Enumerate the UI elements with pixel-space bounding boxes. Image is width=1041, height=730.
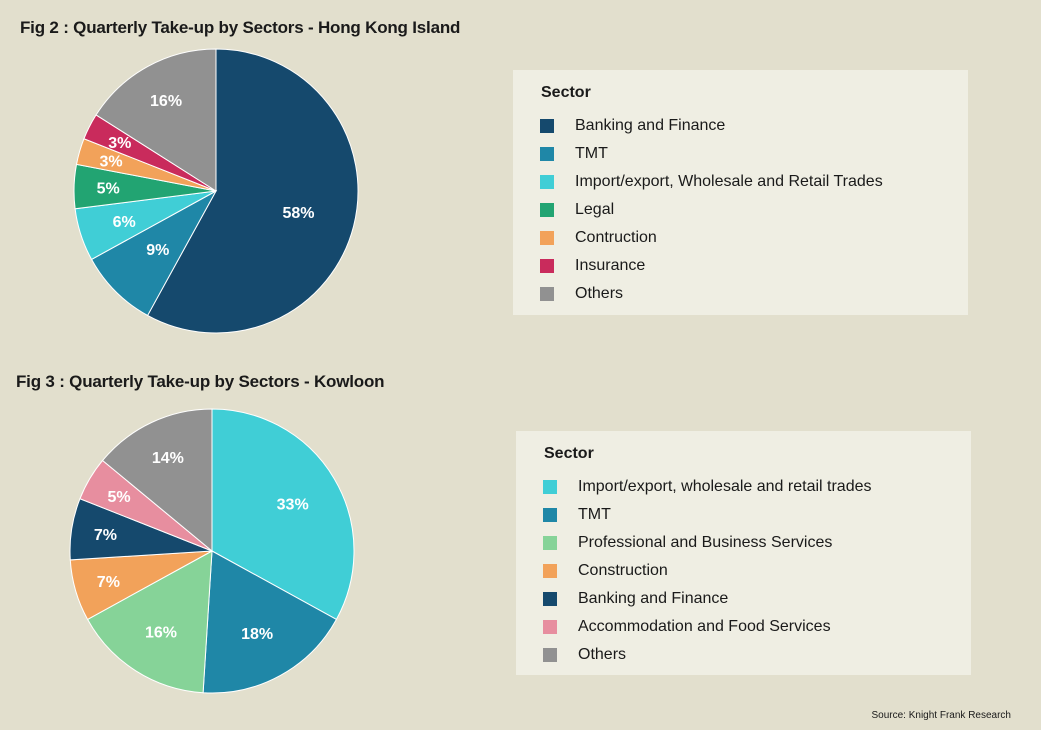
legend-swatch: [540, 175, 554, 189]
legend-label: Banking and Finance: [578, 590, 729, 607]
legend-label: Import/export, wholesale and retail trad…: [578, 478, 872, 495]
legend-swatch: [543, 648, 557, 662]
pie-slice-others: [95, 48, 217, 192]
legend-label: TMT: [575, 145, 608, 162]
legend-title: Sector: [544, 445, 594, 462]
pie-label-import-export-wholesale-and-retail-trades: 6%: [113, 214, 136, 231]
pie-label-banking-and-finance: 7%: [94, 527, 117, 544]
legend-item-tmt: TMT: [543, 501, 871, 529]
pie-slice-tmt: [90, 189, 218, 317]
legend-swatch: [543, 536, 557, 550]
legend-item-banking-and-finance: Banking and Finance: [543, 585, 871, 613]
pie-label-tmt: 18%: [241, 626, 273, 643]
pie-slice-banking-and-finance: [146, 48, 359, 334]
legend-item-import-export-wholesale-and-retail-trades: Import/export, wholesale and retail trad…: [543, 473, 871, 501]
legend-list: Banking and Finance TMT Import/export, Who…: [540, 112, 883, 308]
pie-label-others: 14%: [152, 450, 184, 467]
pie-label-construction: 7%: [97, 574, 120, 591]
legend-item-banking-and-finance: Banking and Finance: [540, 112, 883, 140]
pie-label-banking-and-finance: 58%: [283, 205, 315, 222]
legend-label: TMT: [578, 506, 611, 523]
legend-swatch: [540, 259, 554, 273]
legend-label: Legal: [575, 201, 615, 218]
legend-label: Others: [575, 285, 624, 302]
pie-label-import-export-wholesale-and-retail-trades: 33%: [277, 496, 309, 513]
legend-item-import-export-wholesale-and-retail-trades: Import/export, Wholesale and Retail Trad…: [540, 168, 883, 196]
pie-chart-kowloon: 33% 18% 16% 7% 7% 5% 14%: [69, 408, 355, 694]
pie-slice-professional-and-business-services: [86, 550, 213, 694]
pie-slice-import-export-wholesale-and-retail-trades: [211, 408, 355, 621]
legend-item-tmt: TMT: [540, 140, 883, 168]
legend-label: Accommodation and Food Services: [578, 618, 831, 635]
fig3-title: Fig 3 : Quarterly Take-up by Sectors - K…: [16, 372, 385, 391]
legend-item-insurance: Insurance: [540, 252, 883, 280]
pie-label-accommodation-and-food-services: 5%: [108, 489, 131, 506]
legend-swatch: [540, 147, 554, 161]
legend-swatch: [540, 119, 554, 133]
legend-label: Import/export, Wholesale and Retail Trad…: [575, 173, 883, 190]
legend-label: Construction: [578, 562, 668, 579]
legend-swatch: [543, 592, 557, 606]
legend-kowloon: Sector Import/export, wholesale and reta…: [516, 431, 971, 675]
legend-item-contruction: Contruction: [540, 224, 883, 252]
pie-label-contruction: 3%: [99, 153, 122, 170]
legend-swatch: [543, 508, 557, 522]
legend-hong-kong-island: Sector Banking and Finance TMT Import/expo…: [513, 70, 968, 315]
pie-chart-hong-kong-island: 58% 9% 6% 5% 3%3% 16%: [73, 48, 359, 334]
pie-slice-tmt: [202, 550, 338, 694]
legend-item-others: Others: [543, 641, 871, 669]
pie-label-insurance: 3%: [108, 135, 131, 152]
legend-label: Banking and Finance: [575, 117, 726, 134]
legend-item-construction: Construction: [543, 557, 871, 585]
legend-title: Sector: [541, 84, 591, 101]
legend-item-legal: Legal: [540, 196, 883, 224]
pie-label-others: 16%: [150, 93, 182, 110]
legend-list: Import/export, wholesale and retail trad…: [543, 473, 871, 669]
legend-swatch: [543, 480, 557, 494]
legend-swatch: [543, 620, 557, 634]
source-note: Source: Knight Frank Research: [871, 710, 1011, 721]
legend-item-others: Others: [540, 280, 883, 308]
pie-label-legal: 5%: [97, 181, 120, 198]
legend-swatch: [540, 203, 554, 217]
legend-swatch: [540, 287, 554, 301]
legend-swatch: [543, 564, 557, 578]
pie-label-professional-and-business-services: 16%: [145, 624, 177, 641]
fig2-title: Fig 2 : Quarterly Take-up by Sectors - H…: [20, 18, 461, 37]
legend-item-professional-and-business-services: Professional and Business Services: [543, 529, 871, 557]
pie-slice-others: [101, 408, 213, 553]
legend-label: Insurance: [575, 257, 646, 274]
legend-label: Contruction: [575, 229, 657, 246]
legend-swatch: [540, 231, 554, 245]
legend-item-accommodation-and-food-services: Accommodation and Food Services: [543, 613, 871, 641]
legend-label: Others: [578, 646, 627, 663]
legend-label: Professional and Business Services: [578, 534, 833, 551]
pie-label-tmt: 9%: [146, 242, 169, 259]
